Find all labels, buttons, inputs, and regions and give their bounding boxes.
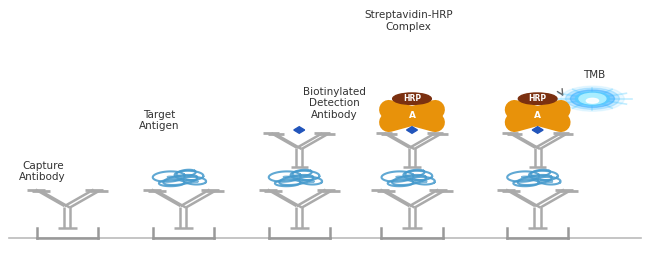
Circle shape: [566, 88, 619, 109]
Polygon shape: [532, 127, 543, 133]
Circle shape: [579, 93, 606, 104]
Text: Biotinylated
Detection
Antibody: Biotinylated Detection Antibody: [304, 87, 366, 120]
Ellipse shape: [393, 93, 432, 105]
Circle shape: [571, 90, 614, 107]
Text: A: A: [534, 111, 541, 120]
Polygon shape: [294, 127, 305, 133]
Circle shape: [575, 92, 610, 106]
Polygon shape: [406, 127, 417, 133]
Text: HRP: HRP: [528, 94, 547, 103]
Text: Target
Antigen: Target Antigen: [138, 110, 179, 131]
Text: Capture
Antibody: Capture Antibody: [20, 160, 66, 182]
Ellipse shape: [518, 93, 557, 105]
Text: Streptavidin-HRP
Complex: Streptavidin-HRP Complex: [365, 10, 453, 32]
Circle shape: [586, 98, 599, 103]
Text: HRP: HRP: [403, 94, 421, 103]
Text: A: A: [408, 111, 415, 120]
Circle shape: [560, 86, 624, 111]
Text: TMB: TMB: [582, 70, 605, 80]
